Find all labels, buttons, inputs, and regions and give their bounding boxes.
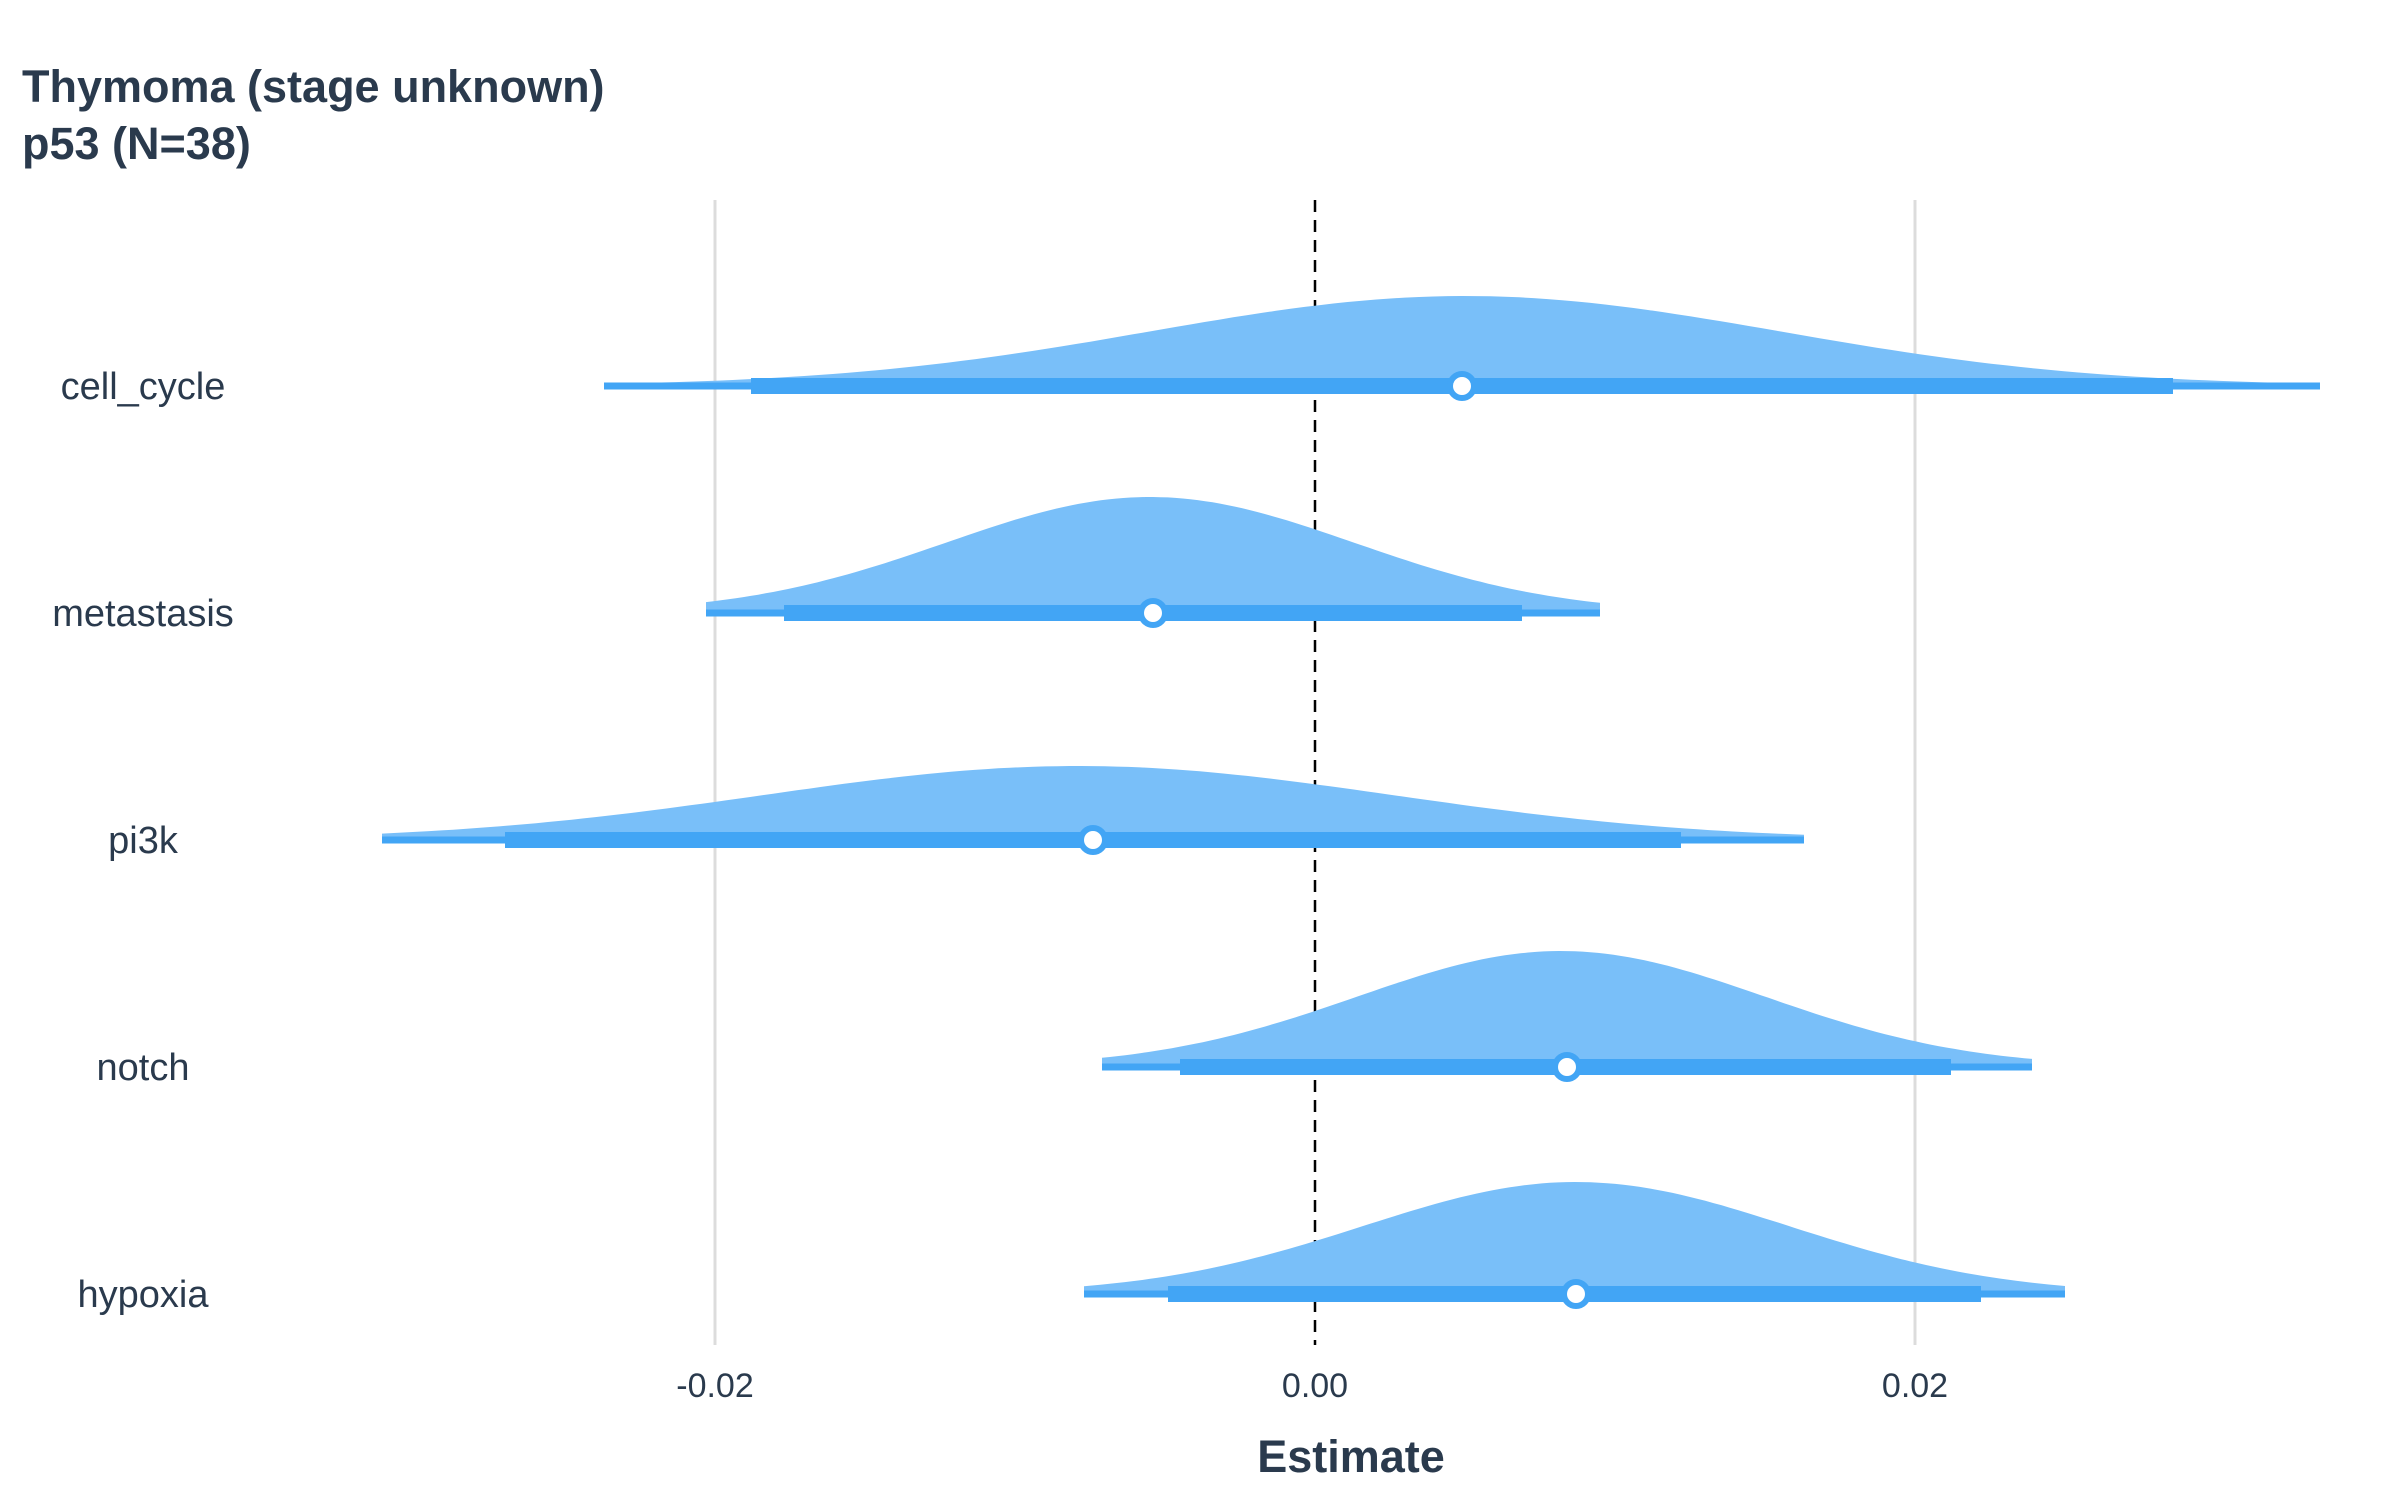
category-label-hypoxia: hypoxia (78, 1274, 210, 1316)
x-tick-label-1: 0.00 (1282, 1367, 1348, 1405)
category-label-cell_cycle: cell_cycle (61, 366, 226, 408)
category-label-metastasis: metastasis (52, 593, 234, 635)
row-cell_cycle (604, 296, 2320, 401)
median-point-notch (1552, 1052, 1582, 1082)
category-labels: cell_cycle metastasis pi3k notch hypoxia (52, 366, 234, 1316)
median-point-hypoxia (1561, 1279, 1591, 1309)
x-tick-label-2: 0.02 (1882, 1367, 1948, 1405)
row-hypoxia (1084, 1182, 2065, 1309)
density-hypoxia (1084, 1182, 2065, 1294)
x-tick-label-0: -0.02 (676, 1367, 754, 1405)
chart-title: Thymoma (stage unknown) p53 (N=38) (22, 58, 605, 172)
chart-title-line-1: Thymoma (stage unknown) (22, 61, 605, 112)
density-pi3k (382, 766, 1804, 840)
median-point-cell_cycle (1447, 371, 1477, 401)
density-metastasis (706, 497, 1600, 613)
category-label-pi3k: pi3k (108, 820, 179, 862)
density-notch (1102, 951, 2032, 1067)
chart-title-line-2: p53 (N=38) (22, 118, 251, 169)
row-pi3k (382, 766, 1804, 855)
row-metastasis (706, 497, 1600, 628)
x-axis-ticks: -0.02 0.00 0.02 (676, 1367, 1948, 1405)
row-notch (1102, 951, 2032, 1082)
x-axis-title: Estimate (1257, 1431, 1445, 1482)
median-point-pi3k (1078, 825, 1108, 855)
median-point-metastasis (1138, 598, 1168, 628)
rows-layer (382, 296, 2320, 1309)
category-label-notch: notch (97, 1047, 190, 1089)
density-cell_cycle (604, 296, 2320, 386)
